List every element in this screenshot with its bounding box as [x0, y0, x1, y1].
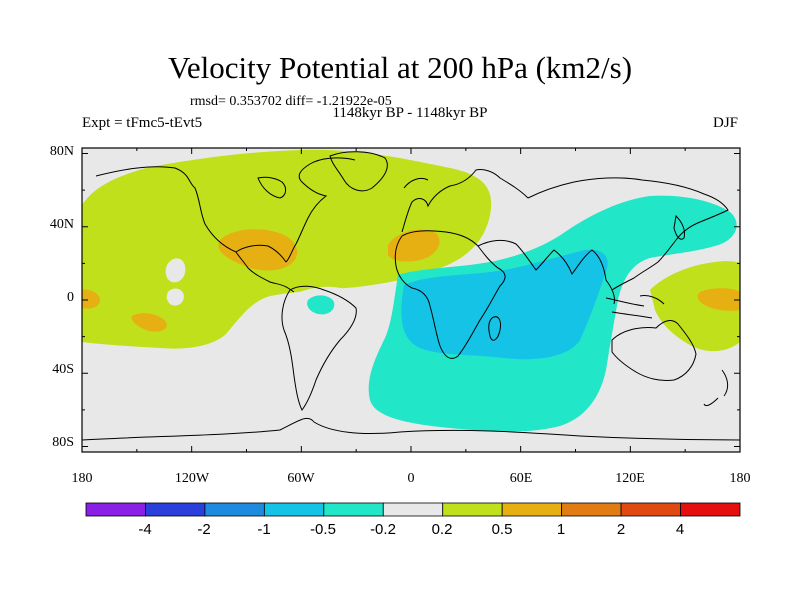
axis-tick-marks — [81, 148, 741, 452]
colorbar-swatch — [145, 502, 206, 517]
coast-europe — [401, 169, 529, 233]
y-tick-label: 80S — [52, 435, 74, 450]
colorbar-label: -0.5 — [310, 521, 336, 538]
coast-japan — [673, 214, 685, 240]
positive-core-caribbean — [218, 229, 298, 271]
colorbar-swatch — [382, 502, 444, 517]
colorbar-label: -2 — [197, 521, 210, 538]
colorbar-swatch — [323, 502, 384, 517]
negative-core-indian-ocean — [401, 249, 608, 360]
positive-core-south-pacific — [131, 313, 167, 332]
coast-australia — [611, 320, 697, 381]
positive-region-west-pacific — [650, 261, 740, 352]
x-tick-label: 0 — [408, 471, 415, 486]
colorbar-label: -4 — [138, 521, 151, 538]
coast-new-zealand — [703, 369, 729, 407]
coast-africa — [394, 230, 506, 359]
colorbar-labels: -4 -2 -1 -0.5 -0.2 0.2 0.5 1 2 4 — [138, 521, 684, 538]
plot-title: Velocity Potential at 200 hPa (km2/s) — [167, 50, 633, 85]
coast-maritime-continent — [605, 295, 665, 319]
coast-north-america — [95, 157, 356, 293]
colorbar-swatch — [620, 502, 681, 517]
colorbar-label: 4 — [676, 521, 684, 538]
x-tick-label: 180 — [730, 471, 751, 486]
coast-greenland — [329, 151, 388, 192]
colorbar-swatch — [561, 502, 622, 517]
coast-asia — [477, 177, 729, 305]
colorbar-swatch — [263, 502, 325, 517]
neutral-patch-pacific-2 — [166, 288, 184, 306]
y-tick-label: 0 — [67, 290, 74, 305]
map-plot-area — [82, 148, 740, 452]
colorbar-label: 2 — [617, 521, 625, 538]
coast-hudson-bay — [257, 176, 287, 199]
coast-madagascar — [488, 316, 501, 341]
neutral-patch-pacific-1 — [165, 258, 186, 283]
positive-core-east-pacific — [82, 289, 100, 309]
colorbar-label: 1 — [557, 521, 565, 538]
negative-patch-brazil — [307, 295, 335, 315]
season-label: DJF — [712, 115, 738, 131]
colorbar-label: -0.2 — [370, 521, 396, 538]
x-tick-label: 60E — [510, 471, 533, 486]
coastlines — [82, 151, 740, 441]
colorbar — [85, 502, 741, 517]
y-tick-label: 40N — [50, 217, 74, 232]
colorbar-swatch — [204, 502, 265, 517]
y-axis-labels: 80N 40N 0 40S 80S — [50, 144, 74, 450]
stats-line: rmsd= 0.353702 diff= -1.21922e-05 — [190, 94, 392, 109]
x-axis-labels: 180 120W 60W 0 60E 120E 180 — [72, 471, 751, 486]
x-tick-label: 180 — [72, 471, 93, 486]
colorbar-label: 0.5 — [492, 521, 513, 538]
y-tick-label: 40S — [52, 362, 74, 377]
colorbar-swatch — [501, 502, 563, 517]
period-line: 1148kyr BP - 1148kyr BP — [332, 105, 488, 121]
y-tick-label: 80N — [50, 144, 74, 159]
colorbar-label: 0.2 — [432, 521, 453, 538]
colorbar-swatch — [680, 502, 741, 517]
experiment-label: Expt = tFmc5-tEvt5 — [82, 115, 203, 131]
x-tick-label: 60W — [287, 471, 315, 486]
x-tick-label: 120W — [175, 471, 210, 486]
positive-core-west-pacific — [697, 288, 740, 311]
colorbar-swatch — [442, 502, 503, 517]
x-tick-label: 120E — [615, 471, 645, 486]
coast-antarctica — [82, 417, 740, 441]
coast-south-america — [281, 285, 357, 411]
colorbar-label: -1 — [257, 521, 270, 538]
colorbar-swatch — [85, 502, 146, 517]
